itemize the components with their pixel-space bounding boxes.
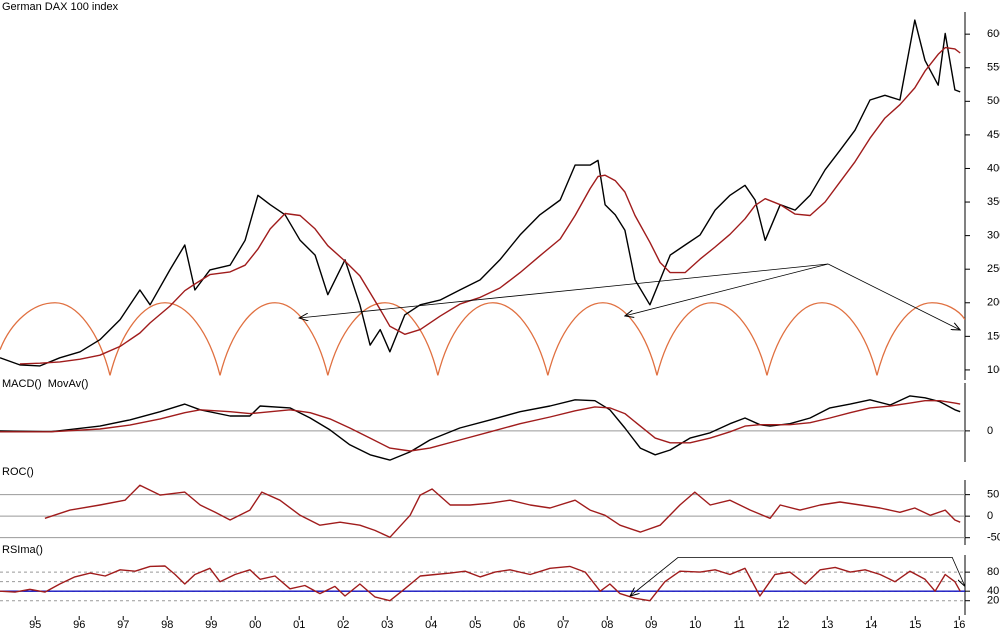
y-tick-label: 5500 (987, 62, 1000, 74)
cycle-line (0, 302, 965, 376)
x-tick-label: 03 (381, 619, 393, 631)
trend-line (625, 263, 829, 316)
y-tick-label: 0 (987, 510, 993, 522)
x-tick-label: 99 (205, 619, 217, 631)
y-tick-label: 3500 (987, 196, 1000, 208)
y-tick-label: 4000 (987, 162, 1000, 174)
series-line (0, 400, 961, 452)
legend-entry: MovAv() (48, 378, 89, 390)
series-line (0, 395, 961, 461)
x-tick-label: 01 (293, 619, 305, 631)
y-tick-label: 1000 (987, 364, 1000, 376)
x-tick-label: 14 (865, 619, 877, 631)
x-tick-label: 16 (953, 619, 965, 631)
y-tick-label: 5000 (987, 95, 1000, 107)
series-line (0, 19, 961, 367)
y-tick-label: 2500 (987, 263, 1000, 275)
x-tick-label: 13 (821, 619, 833, 631)
x-tick-label: 12 (777, 619, 789, 631)
trend-line (299, 263, 829, 318)
x-tick-label: 04 (425, 619, 437, 631)
x-tick-label: 15 (909, 619, 921, 631)
y-tick-label: 2000 (987, 297, 1000, 309)
series-line (19, 46, 961, 365)
x-tick-label: 97 (117, 619, 129, 631)
trend-line (630, 557, 965, 596)
legend-entry: RSIma() (2, 544, 43, 556)
legend-entry: ROC() (2, 466, 34, 478)
y-tick-label: 80 (987, 566, 999, 578)
series-line (0, 565, 961, 602)
y-tick-label: 6000 (987, 28, 1000, 40)
y-tick-label: -50 (987, 532, 1000, 544)
y-tick-label: 0 (987, 425, 993, 437)
x-tick-label: 08 (601, 619, 613, 631)
x-tick-label: 96 (73, 619, 85, 631)
x-tick-label: 09 (645, 619, 657, 631)
y-tick-label: 50 (987, 489, 999, 501)
chart-title: German DAX 100 index (2, 1, 119, 13)
x-tick-label: 11 (734, 619, 745, 631)
trend-line (827, 263, 960, 330)
x-tick-label: 95 (29, 619, 41, 631)
y-tick-label: 20 (987, 595, 999, 607)
series-line (44, 484, 961, 538)
x-tick-label: 10 (689, 619, 701, 631)
legend-entry: MACD() (2, 378, 42, 390)
x-tick-label: 05 (469, 619, 481, 631)
x-tick-label: 00 (249, 619, 261, 631)
x-tick-label: 06 (513, 619, 525, 631)
y-tick-label: 4500 (987, 129, 1000, 141)
y-tick-label: 40 (987, 585, 999, 597)
x-tick-label: 02 (337, 619, 349, 631)
y-tick-label: 3000 (987, 230, 1000, 242)
x-tick-label: 07 (557, 619, 569, 631)
y-tick-label: 1500 (987, 330, 1000, 342)
x-tick-label: 98 (161, 619, 173, 631)
